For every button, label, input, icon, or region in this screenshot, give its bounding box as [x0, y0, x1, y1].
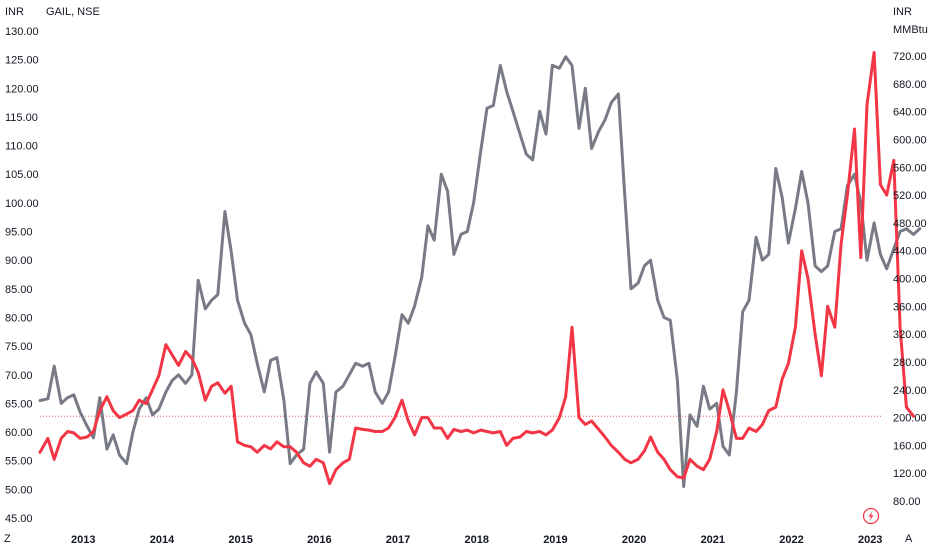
x-axis-tick: 2019	[543, 534, 567, 546]
right-axis-tick: 680.00	[893, 79, 927, 91]
right-axis-tick: 640.00	[893, 107, 927, 119]
right-axis-tick: 480.00	[893, 218, 927, 230]
series-line-left	[38, 55, 922, 488]
left-axis-tick: 125.00	[5, 55, 39, 67]
x-axis-tick: 2017	[386, 534, 410, 546]
left-axis-tick: 60.00	[5, 427, 33, 439]
left-axis-tick: 80.00	[5, 312, 33, 324]
left-axis-tick: 85.00	[5, 284, 33, 296]
x-axis-tick: 2018	[464, 534, 488, 546]
x-axis-tick: 2022	[779, 534, 803, 546]
left-axis-tick: 55.00	[5, 456, 33, 468]
left-axis-label: INR	[5, 6, 24, 18]
right-axis-tick: 360.00	[893, 301, 927, 313]
left-axis-tick: 95.00	[5, 227, 33, 239]
x-axis-tick: 2015	[228, 534, 252, 546]
x-axis-tick: 2020	[622, 534, 646, 546]
x-axis-tick: 2013	[71, 534, 95, 546]
left-axis-tick: 100.00	[5, 198, 39, 210]
right-axis-tick: 560.00	[893, 162, 927, 174]
right-axis-tick: 440.00	[893, 246, 927, 258]
right-axis-label: INR	[893, 6, 912, 18]
left-axis-tick: 70.00	[5, 370, 33, 382]
left-axis-tick: 75.00	[5, 341, 33, 353]
left-axis-tick: 45.00	[5, 513, 33, 525]
right-axis-unit: MMBtu	[893, 24, 928, 36]
x-axis-tick: 2014	[150, 534, 175, 546]
left-axis-tick: 50.00	[5, 484, 33, 496]
x-axis-tick: 2016	[307, 534, 331, 546]
lightning-icon[interactable]	[862, 507, 880, 525]
series-line-right	[38, 51, 915, 486]
right-axis-tick: 320.00	[893, 329, 927, 341]
timezone-toggle[interactable]: Z	[4, 533, 11, 545]
right-axis-tick: 280.00	[893, 357, 927, 369]
auto-scale-toggle[interactable]: A	[905, 533, 913, 545]
left-axis-tick: 115.00	[5, 112, 38, 124]
right-axis-tick: 120.00	[893, 468, 927, 480]
right-axis-tick: 200.00	[893, 413, 927, 425]
left-axis-tick: 90.00	[5, 255, 33, 267]
x-axis-tick: 2021	[701, 534, 725, 546]
right-axis-tick: 400.00	[893, 274, 927, 286]
left-axis-tick: 130.00	[5, 26, 39, 38]
left-axis-tick: 65.00	[5, 398, 33, 410]
right-axis-tick: 600.00	[893, 134, 927, 146]
chart-title: GAIL, NSE	[46, 6, 100, 18]
right-axis-tick: 160.00	[893, 440, 927, 452]
right-axis-tick: 520.00	[893, 190, 927, 202]
x-axis-tick: 2023	[858, 534, 882, 546]
left-axis-tick: 120.00	[5, 83, 39, 95]
right-axis-tick: 720.00	[893, 51, 927, 63]
right-axis-tick: 240.00	[893, 385, 927, 397]
left-axis-tick: 110.00	[5, 141, 38, 153]
right-axis-tick: 80.00	[893, 496, 921, 508]
left-axis-tick: 105.00	[5, 169, 39, 181]
